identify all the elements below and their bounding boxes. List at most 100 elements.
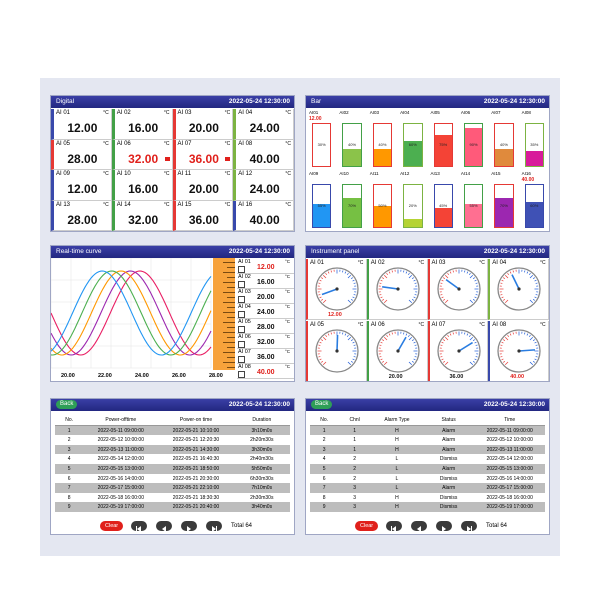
row-divider xyxy=(237,348,294,349)
gauge-tick xyxy=(439,355,442,357)
bar-percent: 35% xyxy=(530,142,539,147)
channel-label: AI 11 xyxy=(177,171,192,177)
channel-label: AI 15 xyxy=(177,201,192,208)
row-divider xyxy=(237,303,294,304)
channel-checkbox[interactable] xyxy=(238,341,245,348)
unit: °C xyxy=(163,140,170,147)
scale-tick xyxy=(223,312,235,313)
table-row: 7 3 L Alarm 2022-05-17 15:00:00 xyxy=(310,483,545,493)
table-cell: Dismiss xyxy=(439,475,458,482)
unit: °C xyxy=(103,171,109,177)
gauge-reading: 36.00 xyxy=(449,373,464,380)
nav-icon xyxy=(162,526,166,532)
gauge-tick xyxy=(413,358,416,360)
channel-label: AI 14 xyxy=(116,201,131,208)
back-button[interactable]: Back xyxy=(56,400,78,409)
table-cell: 2 xyxy=(353,456,357,463)
scale-tick xyxy=(227,307,235,308)
nav-button[interactable] xyxy=(156,521,172,532)
table-cell: 1 xyxy=(322,427,326,434)
bar-label: AI13 xyxy=(430,171,440,176)
table-cell: 2 xyxy=(353,465,357,472)
channel-label: AI 07 xyxy=(238,349,251,355)
channel-cell: AI 01 °C 12.00 xyxy=(51,109,112,140)
channel-label: AI 05 xyxy=(56,140,71,147)
channel-value: 40.00 xyxy=(257,369,275,376)
gauge-tick xyxy=(388,271,391,274)
datetime: 2022-05-24 12:30:00 xyxy=(483,98,545,105)
gauge-tick xyxy=(402,270,405,273)
table-cell: 2022-05-21 10:10:00 xyxy=(172,427,220,434)
nav-button[interactable] xyxy=(386,521,402,532)
gauge-tick xyxy=(342,270,344,273)
gauge-tick xyxy=(318,344,321,346)
unit: °C xyxy=(357,260,364,266)
gauge-needle xyxy=(336,334,339,351)
gauge-tick xyxy=(439,344,442,346)
nav-button[interactable] xyxy=(411,521,427,532)
nav-button[interactable] xyxy=(131,521,147,532)
back-button[interactable]: Back xyxy=(311,400,333,409)
bar-frame: 55% xyxy=(463,184,484,228)
gauge-needle xyxy=(321,288,338,296)
gauge-tick xyxy=(381,277,384,279)
channel-checkbox[interactable] xyxy=(238,266,245,273)
nav-arrow xyxy=(212,526,216,532)
bar-percent: 55% xyxy=(317,203,326,208)
nav-arrow xyxy=(392,526,396,532)
table-cell: 1 xyxy=(353,427,357,434)
clear-button[interactable]: Clear xyxy=(100,521,124,531)
x-axis-label: 28.00 xyxy=(209,373,223,379)
gauge-tick xyxy=(452,331,454,334)
bar-percent: 45% xyxy=(439,203,448,208)
table-cell: 2022-05-15 13:00:00 xyxy=(486,465,533,472)
bar-frame: 40% xyxy=(342,123,362,167)
unit: °C xyxy=(540,321,546,328)
channel-value: 16.00 xyxy=(128,182,159,196)
table-row: 5 2022-05-15 13:00:00 2022-05-21 18:50:00 5… xyxy=(55,463,290,474)
nav-button[interactable] xyxy=(206,521,222,532)
channel-checkbox[interactable] xyxy=(238,326,245,333)
table-cell: 2022-05-19 17:00:00 xyxy=(486,504,533,511)
table-row: 6 2022-05-16 14:00:00 2022-05-21 20:30:00 6… xyxy=(55,473,290,484)
bar-percent: 75% xyxy=(439,142,448,147)
scale-tick xyxy=(223,342,235,343)
table-row: 9 3 H Dismiss 2022-05-19 17:00:00 xyxy=(310,502,545,512)
gauge-tick xyxy=(501,341,504,343)
gauge-label: AI 02 xyxy=(370,260,385,266)
table-cell: 2022-05-19 17:00:00 xyxy=(97,504,144,511)
gauge-tick xyxy=(529,336,534,340)
nav-button[interactable] xyxy=(181,521,197,532)
channel-cell: AI 05 °C 28.00 xyxy=(51,139,112,170)
channel-checkbox[interactable] xyxy=(238,296,245,303)
bar-label: AI10 xyxy=(339,171,349,176)
channel-value: 12.00 xyxy=(67,121,98,135)
table-cell: 2022-05-11 09:00:00 xyxy=(97,427,144,434)
alarm-table-screen: Back 2022-05-24 12:30:00 No. Chnl Alarm Type… xyxy=(305,398,550,535)
clear-button[interactable]: Clear xyxy=(355,521,379,531)
scale-tick xyxy=(223,272,235,273)
channel-checkbox[interactable] xyxy=(238,311,245,318)
scale-tick xyxy=(223,352,235,353)
nav-button[interactable] xyxy=(436,521,452,532)
scale-tick xyxy=(223,262,235,263)
channel-checkbox[interactable] xyxy=(238,371,245,378)
channel-checkbox[interactable] xyxy=(238,356,245,363)
nav-button[interactable] xyxy=(461,521,477,532)
table-cell: 7 xyxy=(67,485,71,492)
gauge-tick xyxy=(505,336,509,340)
table-header-row: No. Power-offtime Power-on time Duration xyxy=(55,415,290,426)
channel-cell: AI 13 °C 28.00 xyxy=(51,200,112,231)
table-row: 6 2 L Dismiss 2022-05-16 14:00:00 xyxy=(310,473,545,484)
table-row: 5 2 L Alarm 2022-05-15 13:00:00 xyxy=(310,463,545,474)
gauge-tick xyxy=(500,282,503,284)
bar-percent: 90% xyxy=(469,142,478,147)
table-cell: 3 xyxy=(67,446,71,453)
alarm-indicator xyxy=(225,156,231,161)
channel-checkbox[interactable] xyxy=(238,281,245,288)
channel-label: AI 05 xyxy=(238,319,251,325)
table-cell: 6h30m30s xyxy=(250,475,274,482)
scale-tick xyxy=(227,357,235,358)
datetime: 2022-05-24 12:30:00 xyxy=(483,401,545,408)
x-axis-label: 26.00 xyxy=(172,373,186,379)
